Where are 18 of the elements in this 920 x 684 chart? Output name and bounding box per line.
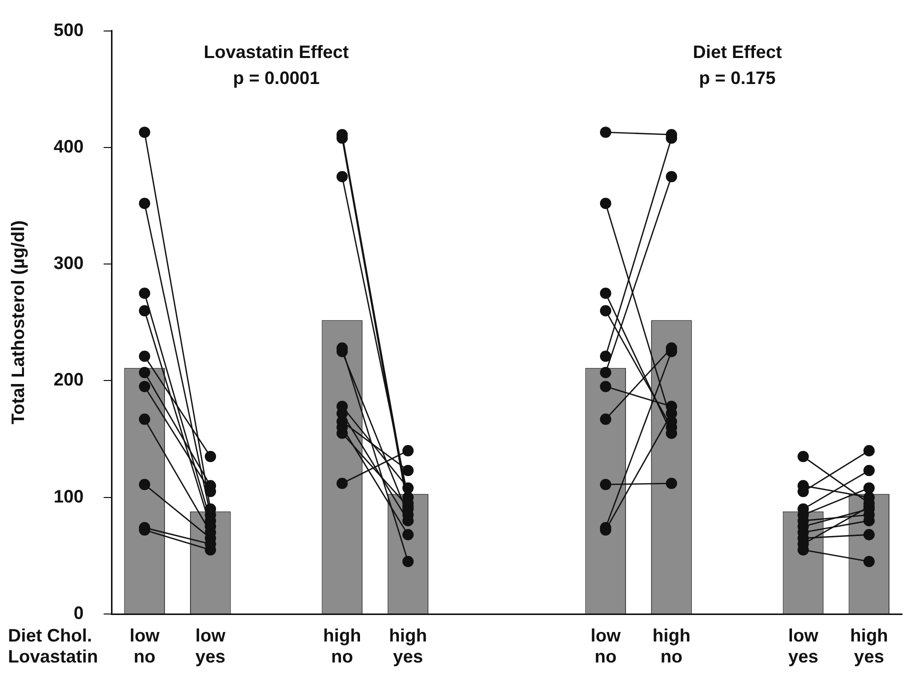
x-axis-title: Diet Chol. Lovastatin — [8, 625, 98, 666]
y-tick-label: 100 — [54, 486, 84, 506]
y-tick-label: 300 — [54, 253, 84, 274]
x-tick-label: low yes — [195, 625, 226, 666]
y-tick-label: 500 — [54, 20, 84, 40]
y-tick-label: 0 — [74, 602, 84, 623]
y-tick-label: 400 — [54, 136, 84, 156]
x-tick-label: high yes — [850, 625, 888, 666]
y-tick-label: 200 — [54, 370, 84, 390]
x-tick-label: low no — [130, 625, 161, 666]
x-tick-label: low no — [590, 625, 622, 666]
x-tick-label: high yes — [389, 625, 428, 666]
x-tick-label: low yes — [788, 625, 820, 666]
y-axis-title: Total Lathosterol (µg/dl) — [8, 220, 28, 424]
annotation: Diet Effect p = 0.175 — [692, 42, 782, 88]
x-tick-label: high no — [323, 625, 362, 666]
x-tick-label: high no — [652, 625, 690, 666]
annotation: Lovastatin Effect p = 0.0001 — [204, 42, 349, 88]
